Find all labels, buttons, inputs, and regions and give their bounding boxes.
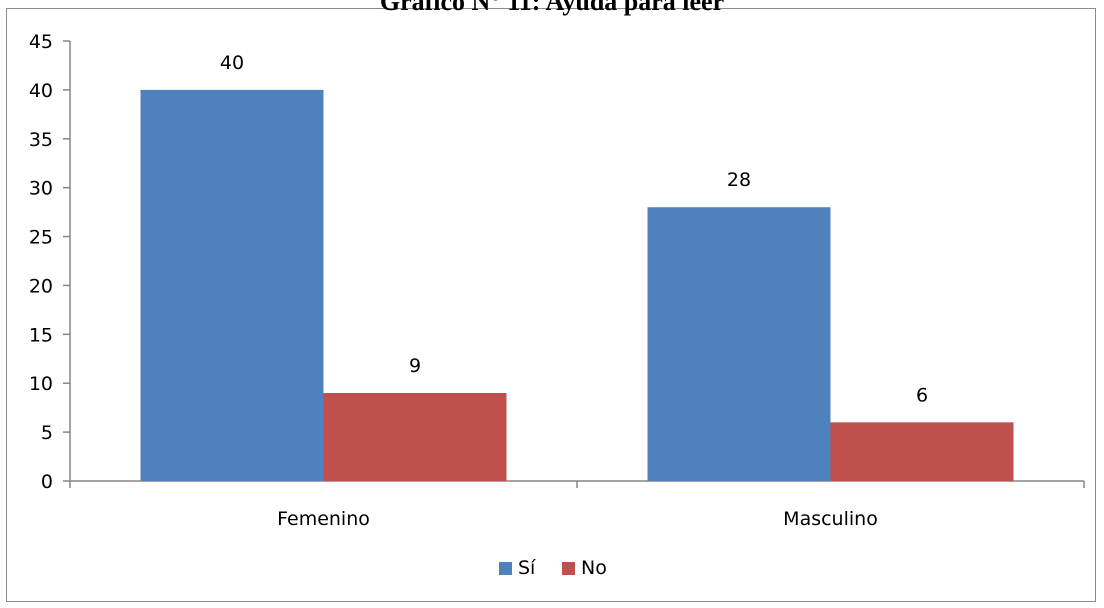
y-tick-label: 0 xyxy=(41,471,53,493)
bar-No-Masculino xyxy=(830,422,1014,481)
y-tick-label: 5 xyxy=(41,422,53,444)
bar-Sí-Masculino xyxy=(647,207,831,481)
data-label: 6 xyxy=(916,384,928,406)
y-tick-label: 10 xyxy=(29,373,53,395)
x-category-label: Femenino xyxy=(277,508,370,530)
data-label: 40 xyxy=(220,52,244,74)
legend-label: Sí xyxy=(518,557,536,579)
legend-swatch xyxy=(562,562,575,575)
y-tick-label: 40 xyxy=(29,80,53,102)
y-tick-label: 25 xyxy=(29,227,53,249)
legend-swatch xyxy=(499,562,512,575)
chart-title: Gráfico N° 11: Ayuda para leer xyxy=(379,0,725,16)
y-tick-label: 45 xyxy=(29,31,53,53)
legend-label: No xyxy=(581,557,607,579)
y-tick-label: 35 xyxy=(29,129,53,151)
bar-No-Femenino xyxy=(323,393,507,481)
data-label: 28 xyxy=(727,169,751,191)
y-tick-label: 30 xyxy=(29,178,53,200)
x-category-label: Masculino xyxy=(783,508,878,530)
y-tick-label: 15 xyxy=(29,324,53,346)
data-label: 9 xyxy=(409,355,421,377)
y-tick-label: 20 xyxy=(29,275,53,297)
bar-Sí-Femenino xyxy=(140,89,324,481)
